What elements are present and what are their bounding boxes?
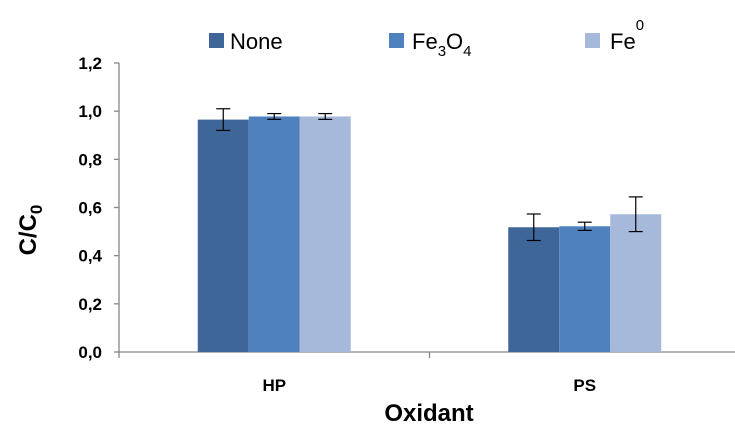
y-tick-label: 1,2 bbox=[78, 54, 102, 73]
x-category-label: HP bbox=[262, 376, 286, 395]
legend-swatch-fe0 bbox=[585, 33, 600, 48]
legend-label-fe3o4: Fe3O4 bbox=[412, 29, 472, 60]
y-tick-label: 0,2 bbox=[78, 295, 102, 314]
bar-hp-1 bbox=[248, 116, 300, 352]
legend-swatch-none bbox=[209, 33, 224, 48]
y-tick-label: 1,0 bbox=[78, 102, 102, 121]
bar-ps-0 bbox=[508, 227, 560, 352]
x-axis-title: Oxidant bbox=[384, 400, 473, 427]
bar-hp-0 bbox=[197, 119, 249, 353]
y-tick-label: 0,0 bbox=[78, 343, 102, 362]
y-axis-title: C/C0 bbox=[15, 205, 46, 256]
bar-hp-2 bbox=[299, 116, 351, 352]
legend-swatch-fe3o4 bbox=[389, 33, 404, 48]
legend: None Fe3O4 Fe0 bbox=[209, 17, 644, 60]
y-tick-label: 0,4 bbox=[78, 247, 102, 266]
legend-label-fe0: Fe0 bbox=[610, 17, 644, 54]
bar-ps-2 bbox=[610, 214, 662, 352]
y-tick-label: 0,6 bbox=[78, 199, 102, 218]
legend-label-none: None bbox=[230, 29, 283, 54]
x-category-label: PS bbox=[573, 376, 596, 395]
y-tick-label: 0,8 bbox=[78, 150, 102, 169]
plot-area: 0,0 0,2 0,4 0,6 0,8 1,0 1,2 HP PS bbox=[78, 54, 735, 395]
bar-ps-1 bbox=[559, 226, 611, 352]
